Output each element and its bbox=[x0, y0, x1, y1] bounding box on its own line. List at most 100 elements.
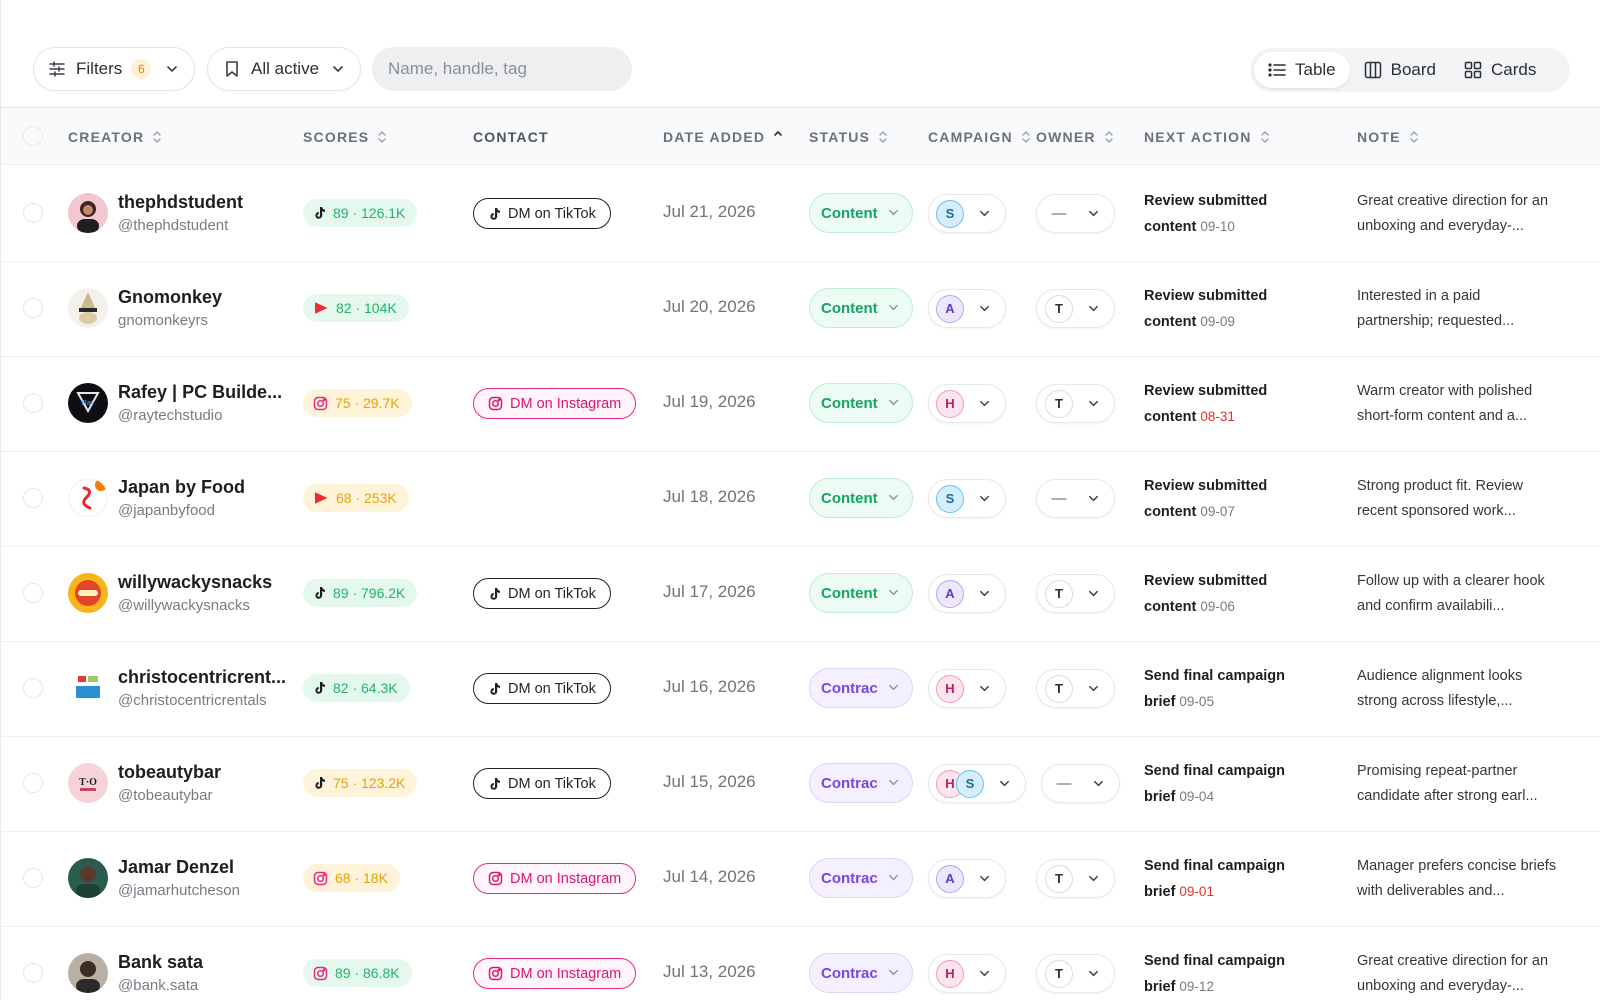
next-action[interactable]: Review submitted content 09-07 bbox=[1144, 474, 1314, 525]
campaign-dropdown[interactable]: A bbox=[928, 289, 1006, 328]
next-action[interactable]: Send final campaign brief 09-05 bbox=[1144, 664, 1314, 715]
status-dropdown[interactable]: Contrac bbox=[809, 763, 913, 803]
row-checkbox[interactable] bbox=[23, 203, 43, 223]
column-header-owner[interactable]: OWNER bbox=[1036, 108, 1114, 165]
campaign-dropdown[interactable]: A bbox=[928, 574, 1006, 613]
column-header-note[interactable]: NOTE bbox=[1357, 108, 1419, 165]
creator-name[interactable]: Japan by Food bbox=[118, 477, 246, 497]
view-tab-cards[interactable]: Cards bbox=[1450, 52, 1550, 88]
saved-view-dropdown[interactable]: All active bbox=[207, 47, 361, 91]
column-header-creator[interactable]: CREATOR bbox=[68, 108, 162, 165]
status-dropdown[interactable]: Content bbox=[809, 573, 913, 613]
next-action[interactable]: Send final campaign brief 09-01 bbox=[1144, 854, 1314, 905]
campaign-dropdown[interactable]: A bbox=[928, 859, 1006, 898]
view-tab-table[interactable]: Table bbox=[1254, 52, 1350, 88]
creator-name[interactable]: willywackysnacks bbox=[118, 572, 273, 592]
creator-name[interactable]: Gnomonkey bbox=[118, 287, 223, 307]
contact-button[interactable]: DM on Instagram bbox=[473, 958, 637, 989]
owner-dropdown[interactable]: T bbox=[1036, 384, 1115, 423]
owner-dropdown[interactable]: T bbox=[1036, 669, 1115, 708]
campaign-dropdown[interactable]: S bbox=[928, 194, 1006, 233]
table-row[interactable]: christocentricrent... @christocentricren… bbox=[1, 640, 1600, 737]
column-label: OWNER bbox=[1036, 128, 1096, 145]
next-action-date: 09-07 bbox=[1200, 504, 1235, 519]
chevron-down-icon bbox=[331, 62, 345, 76]
owner-dropdown[interactable]: T bbox=[1036, 954, 1115, 993]
owner-dropdown[interactable]: — bbox=[1041, 764, 1120, 803]
campaign-dropdown[interactable]: H bbox=[928, 384, 1006, 423]
view-tab-board[interactable]: Board bbox=[1350, 52, 1450, 88]
contact-button[interactable]: DM on Instagram bbox=[473, 388, 637, 419]
column-header-next-action[interactable]: NEXT ACTION bbox=[1144, 108, 1270, 165]
search-input[interactable] bbox=[388, 59, 608, 79]
column-header-scores[interactable]: SCORES bbox=[303, 108, 387, 165]
column-header-status[interactable]: STATUS bbox=[809, 108, 888, 165]
status-dropdown[interactable]: Content bbox=[809, 193, 913, 233]
table-row[interactable]: Ray Rafey | PC Builde... @raytechstudio … bbox=[1, 355, 1600, 452]
table-row[interactable]: T·O tobeautybar @tobeautybar 75 · 123.2K… bbox=[1, 735, 1600, 832]
contact-button[interactable]: DM on TikTok bbox=[473, 768, 611, 799]
select-all-checkbox[interactable] bbox=[23, 126, 43, 146]
creator-name[interactable]: tobeautybar bbox=[118, 762, 222, 782]
row-checkbox[interactable] bbox=[23, 298, 43, 318]
row-checkbox[interactable] bbox=[23, 963, 43, 983]
status-dropdown[interactable]: Contrac bbox=[809, 953, 913, 993]
status-label: Content bbox=[821, 394, 878, 412]
creator-name[interactable]: Bank sata bbox=[118, 952, 204, 972]
contact-button[interactable]: DM on TikTok bbox=[473, 578, 611, 609]
filters-button[interactable]: Filters 6 bbox=[33, 47, 195, 91]
creator-name[interactable]: Rafey | PC Builde... bbox=[118, 382, 283, 402]
status-dropdown[interactable]: Content bbox=[809, 478, 913, 518]
next-action[interactable]: Send final campaign brief 09-04 bbox=[1144, 759, 1314, 810]
filters-count-badge: 6 bbox=[131, 59, 152, 79]
status-dropdown[interactable]: Content bbox=[809, 383, 913, 423]
table-row[interactable]: thephdstudent @thephdstudent 89 · 126.1K… bbox=[1, 165, 1600, 262]
next-action[interactable]: Review submitted content 09-06 bbox=[1144, 569, 1314, 620]
table-row[interactable]: willywackysnacks @willywackysnacks 89 · … bbox=[1, 545, 1600, 642]
tiktok-icon bbox=[488, 207, 501, 221]
campaign-dropdown[interactable]: H bbox=[928, 669, 1006, 708]
owner-dropdown[interactable]: T bbox=[1036, 574, 1115, 613]
row-checkbox[interactable] bbox=[23, 868, 43, 888]
next-action[interactable]: Review submitted content 08-31 bbox=[1144, 379, 1314, 430]
creator-avatar bbox=[68, 953, 108, 993]
status-dropdown[interactable]: Contrac bbox=[809, 858, 913, 898]
row-checkbox[interactable] bbox=[23, 393, 43, 413]
owner-dropdown[interactable]: — bbox=[1036, 479, 1115, 518]
creator-name[interactable]: christocentricrent... bbox=[118, 667, 287, 687]
table-row[interactable]: Jamar Denzel @jamarhutcheson 68 · 18K DM… bbox=[1, 830, 1600, 927]
list-icon bbox=[1268, 63, 1286, 77]
date-added: Jul 18, 2026 bbox=[663, 487, 756, 506]
next-action[interactable]: Review submitted content 09-09 bbox=[1144, 284, 1314, 335]
table-row[interactable]: Bank sata @bank.sata 89 · 86.8K DM on In… bbox=[1, 925, 1600, 1000]
creator-name[interactable]: Jamar Denzel bbox=[118, 857, 235, 877]
campaign-avatar: A bbox=[936, 294, 964, 323]
creator-name[interactable]: thephdstudent bbox=[118, 192, 243, 212]
table-row[interactable]: Gnomonkey gnomonkeyrs 82 · 104K Jul 20, … bbox=[1, 260, 1600, 357]
owner-dropdown[interactable]: T bbox=[1036, 289, 1115, 328]
table-row[interactable]: Japan by Food @japanbyfood 68 · 253K Jul… bbox=[1, 450, 1600, 547]
row-checkbox[interactable] bbox=[23, 488, 43, 508]
owner-dropdown[interactable]: T bbox=[1036, 859, 1115, 898]
row-checkbox[interactable] bbox=[23, 678, 43, 698]
campaign-dropdown[interactable]: H bbox=[928, 954, 1006, 993]
column-header-date-added[interactable]: DATE ADDED bbox=[663, 108, 783, 165]
next-action[interactable]: Review submitted content 09-10 bbox=[1144, 189, 1314, 240]
chevron-down-icon bbox=[978, 397, 991, 410]
chevron-down-icon bbox=[978, 872, 991, 885]
column-header-campaign[interactable]: CAMPAIGN bbox=[928, 108, 1031, 165]
status-dropdown[interactable]: Contrac bbox=[809, 668, 913, 708]
creator-avatar bbox=[68, 668, 108, 708]
tiktok-icon bbox=[488, 587, 501, 601]
contact-button[interactable]: DM on Instagram bbox=[473, 863, 637, 894]
contact-button[interactable]: DM on TikTok bbox=[473, 673, 611, 704]
contact-button[interactable]: DM on TikTok bbox=[473, 198, 611, 229]
row-checkbox[interactable] bbox=[23, 773, 43, 793]
row-checkbox[interactable] bbox=[23, 583, 43, 603]
campaign-dropdown[interactable]: S bbox=[928, 479, 1006, 518]
status-label: Content bbox=[821, 299, 878, 317]
status-dropdown[interactable]: Content bbox=[809, 288, 913, 328]
owner-dropdown[interactable]: — bbox=[1036, 194, 1115, 233]
next-action[interactable]: Send final campaign brief 09-12 bbox=[1144, 949, 1314, 1000]
